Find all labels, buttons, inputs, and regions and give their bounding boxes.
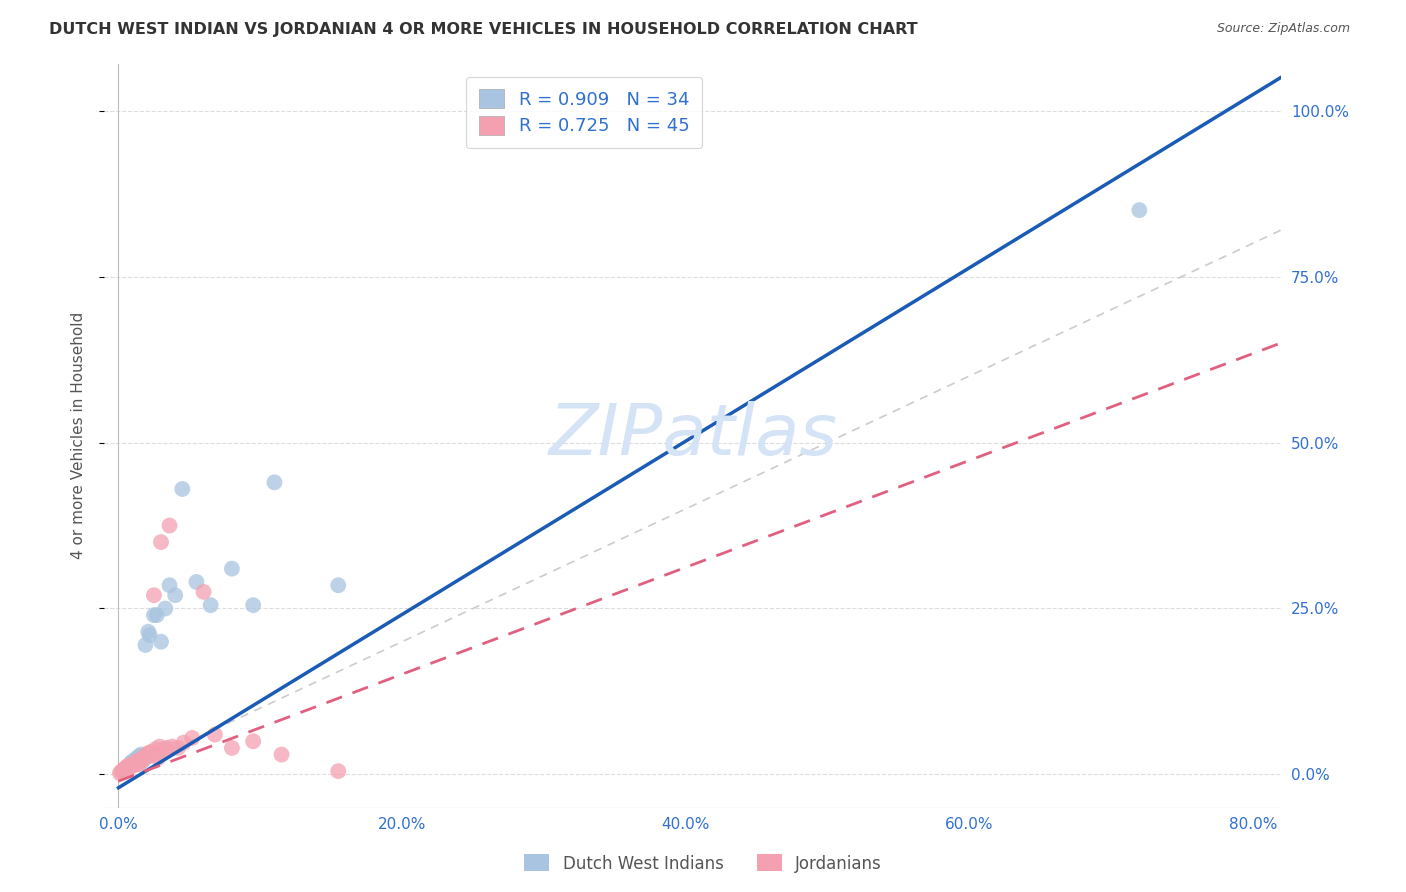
Point xyxy=(221,740,243,755)
Point xyxy=(186,574,208,589)
Point xyxy=(142,608,165,623)
Point xyxy=(115,759,138,773)
Point xyxy=(138,628,160,642)
Point xyxy=(136,746,159,760)
Point xyxy=(120,759,142,773)
Point xyxy=(118,758,141,772)
Point xyxy=(117,759,139,773)
Point xyxy=(127,757,149,772)
Point xyxy=(117,761,139,775)
Point xyxy=(134,638,156,652)
Point xyxy=(127,754,149,768)
Point xyxy=(153,742,176,756)
Point xyxy=(193,585,215,599)
Point xyxy=(150,535,173,549)
Point xyxy=(118,757,141,772)
Point xyxy=(131,751,153,765)
Point xyxy=(242,598,264,612)
Point xyxy=(138,748,160,763)
Point xyxy=(242,734,264,748)
Point xyxy=(128,753,150,767)
Text: Source: ZipAtlas.com: Source: ZipAtlas.com xyxy=(1216,22,1350,36)
Point xyxy=(122,756,145,770)
Point xyxy=(159,518,181,533)
Point xyxy=(1128,203,1150,218)
Point xyxy=(173,736,195,750)
Point xyxy=(124,753,146,767)
Point xyxy=(132,753,155,767)
Point xyxy=(122,758,145,772)
Point xyxy=(150,634,173,648)
Point xyxy=(114,762,136,776)
Point xyxy=(204,728,226,742)
Legend: Dutch West Indians, Jordanians: Dutch West Indians, Jordanians xyxy=(517,847,889,880)
Point xyxy=(125,751,148,765)
Point xyxy=(129,747,152,762)
Point xyxy=(167,740,190,755)
Point xyxy=(132,751,155,765)
Text: DUTCH WEST INDIAN VS JORDANIAN 4 OR MORE VEHICLES IN HOUSEHOLD CORRELATION CHART: DUTCH WEST INDIAN VS JORDANIAN 4 OR MORE… xyxy=(49,22,918,37)
Point xyxy=(165,588,187,602)
Point xyxy=(145,746,167,760)
Point xyxy=(129,756,152,770)
Legend: R = 0.909   N = 34, R = 0.725   N = 45: R = 0.909 N = 34, R = 0.725 N = 45 xyxy=(467,77,702,148)
Point xyxy=(221,562,243,576)
Point xyxy=(112,762,135,776)
Point xyxy=(136,624,159,639)
Point xyxy=(111,764,134,779)
Point xyxy=(124,756,146,770)
Point xyxy=(124,756,146,771)
Point xyxy=(142,588,165,602)
Point xyxy=(120,756,142,770)
Point xyxy=(121,756,143,771)
Point xyxy=(263,475,285,490)
Point xyxy=(159,578,181,592)
Point xyxy=(131,751,153,765)
Point xyxy=(141,747,163,762)
Point xyxy=(110,764,132,779)
Point xyxy=(114,761,136,775)
Point xyxy=(139,747,162,762)
Point xyxy=(162,739,184,754)
Point xyxy=(134,748,156,763)
Point xyxy=(139,745,162,759)
Point xyxy=(135,747,157,762)
Point xyxy=(115,762,138,776)
Y-axis label: 4 or more Vehicles in Household: 4 or more Vehicles in Household xyxy=(72,312,86,559)
Point xyxy=(121,754,143,768)
Point xyxy=(128,748,150,763)
Point xyxy=(270,747,292,762)
Point xyxy=(135,747,157,762)
Point xyxy=(156,740,179,755)
Point xyxy=(111,764,134,778)
Point xyxy=(146,751,169,765)
Point xyxy=(125,754,148,768)
Text: ZIPatlas: ZIPatlas xyxy=(548,401,837,470)
Point xyxy=(108,766,131,780)
Point xyxy=(172,482,194,496)
Point xyxy=(149,739,172,754)
Point xyxy=(155,601,177,615)
Point xyxy=(143,742,166,756)
Point xyxy=(115,761,138,775)
Point xyxy=(328,578,350,592)
Point xyxy=(200,598,222,612)
Point xyxy=(328,764,350,779)
Point xyxy=(145,608,167,623)
Point xyxy=(181,731,204,745)
